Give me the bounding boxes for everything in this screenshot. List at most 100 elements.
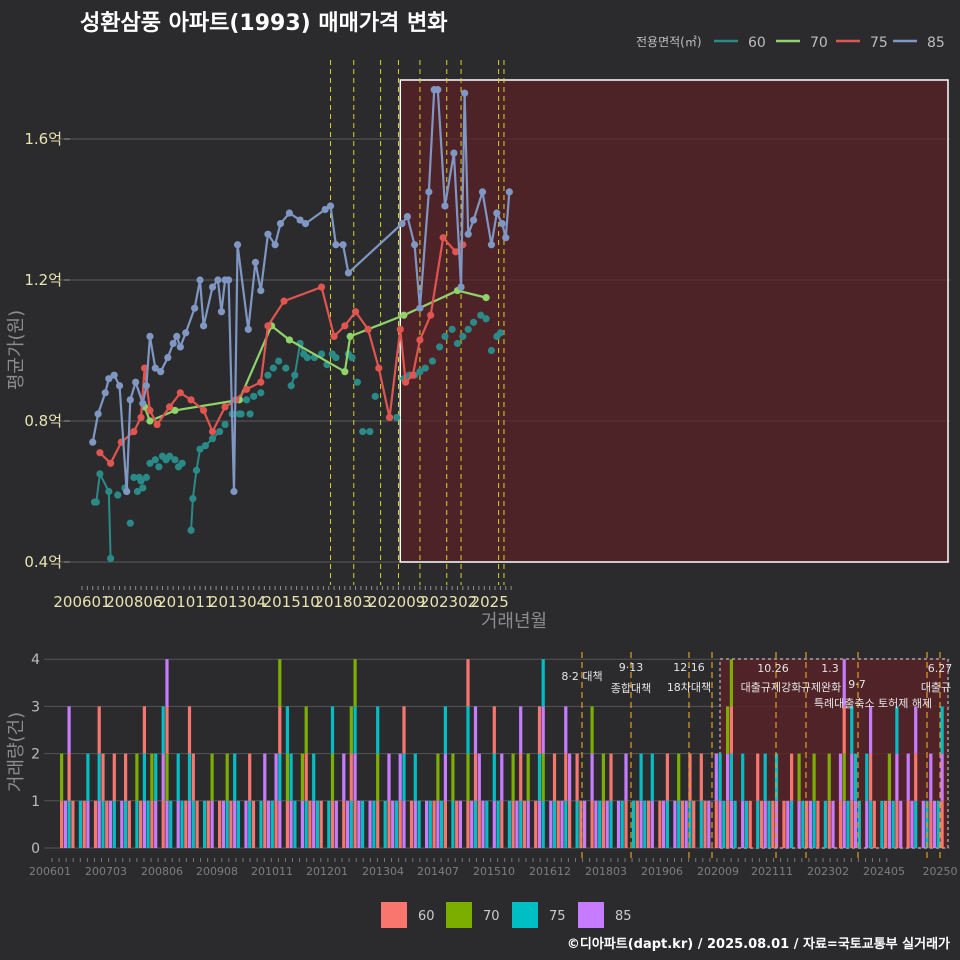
volume-bar bbox=[865, 753, 869, 801]
data-point-85 bbox=[115, 382, 124, 390]
volume-bar bbox=[534, 800, 538, 848]
volume-bar bbox=[308, 800, 312, 848]
volume-bar bbox=[677, 753, 681, 801]
volume-bar bbox=[353, 753, 357, 801]
volume-bar bbox=[285, 706, 289, 754]
volume-bar bbox=[86, 753, 90, 801]
data-point-60 bbox=[269, 364, 277, 372]
volume-bar bbox=[376, 706, 380, 754]
volume-bar bbox=[541, 753, 545, 801]
volume-bar bbox=[477, 800, 481, 848]
volume-bar bbox=[718, 800, 722, 848]
volume-bar bbox=[887, 753, 891, 801]
volume-bar bbox=[940, 800, 944, 848]
volume-bar bbox=[511, 753, 515, 801]
volume-bar bbox=[526, 800, 530, 848]
x-tick-label: 201510 bbox=[263, 593, 320, 611]
volume-bar bbox=[831, 800, 835, 848]
data-point-60 bbox=[178, 459, 186, 467]
volume-bar bbox=[135, 753, 139, 801]
x-tick-label: 201803 bbox=[314, 593, 371, 611]
data-point-60 bbox=[151, 456, 159, 464]
data-point-60 bbox=[242, 396, 251, 404]
volume-bar bbox=[906, 753, 910, 801]
volume-bar bbox=[346, 800, 350, 848]
x-axis-title: 거래년월 bbox=[481, 611, 547, 632]
data-point-60 bbox=[441, 332, 449, 340]
volume-bar bbox=[135, 800, 139, 848]
legend-label-85: 85 bbox=[927, 35, 945, 51]
data-point-85 bbox=[410, 241, 419, 249]
volume-bar bbox=[688, 800, 692, 848]
volume-bar bbox=[402, 800, 406, 848]
volume-bar bbox=[244, 800, 248, 848]
volume-bar bbox=[289, 753, 293, 801]
volume-bar bbox=[120, 800, 124, 848]
data-point-60 bbox=[453, 339, 462, 348]
volume-bar bbox=[67, 800, 71, 848]
volume-bar bbox=[206, 800, 210, 848]
volume-bar bbox=[165, 706, 169, 754]
volume-bar bbox=[82, 800, 86, 848]
volume-bar bbox=[248, 800, 252, 848]
volume-bar bbox=[729, 659, 733, 707]
volume-bar bbox=[549, 800, 553, 848]
volume-bar bbox=[812, 800, 816, 848]
volume-bar bbox=[853, 753, 858, 801]
volume-bar bbox=[722, 800, 726, 848]
volume-y-label: 4 bbox=[31, 652, 40, 668]
volume-bar bbox=[394, 800, 399, 848]
data-point-75 bbox=[351, 308, 360, 316]
volume-bar bbox=[312, 753, 316, 801]
volume-bar bbox=[315, 800, 320, 848]
volume-bar bbox=[101, 800, 105, 848]
volume-bar bbox=[914, 706, 918, 754]
volume-bar bbox=[86, 800, 90, 848]
x-tick-label: 201011 bbox=[157, 593, 214, 611]
series-line-60 bbox=[95, 470, 112, 559]
volume-bar bbox=[63, 800, 67, 848]
volume-bar bbox=[60, 800, 64, 848]
volume-bar bbox=[150, 800, 154, 848]
volume-x-label: 20250 bbox=[923, 865, 958, 878]
volume-bar bbox=[662, 800, 666, 848]
volume-bar bbox=[658, 800, 662, 848]
volume-bar bbox=[929, 800, 933, 848]
policy-annotation: 대출규제강화 bbox=[741, 681, 802, 694]
volume-bar bbox=[865, 800, 869, 848]
data-point-60 bbox=[448, 325, 456, 333]
volume-bar bbox=[914, 753, 918, 801]
data-point-85 bbox=[191, 304, 199, 312]
data-point-75 bbox=[187, 396, 195, 404]
data-point-60 bbox=[192, 466, 201, 474]
volume-bar bbox=[511, 800, 515, 848]
data-point-60 bbox=[366, 427, 374, 436]
volume-y-label: 2 bbox=[31, 747, 40, 763]
volume-bar bbox=[154, 800, 158, 848]
volume-bar bbox=[481, 800, 485, 848]
volume-bar bbox=[161, 753, 165, 801]
volume-bar bbox=[176, 753, 180, 801]
volume-bar bbox=[477, 753, 481, 801]
volume-bar bbox=[402, 706, 406, 754]
volume-y-label: 3 bbox=[31, 699, 40, 715]
volume-bar bbox=[398, 753, 402, 801]
volume-y-label: 0 bbox=[31, 841, 40, 857]
data-point-60 bbox=[105, 487, 113, 496]
volume-bar bbox=[729, 706, 733, 754]
data-point-85 bbox=[217, 308, 226, 316]
data-point-60 bbox=[291, 371, 299, 379]
data-point-70 bbox=[285, 336, 294, 344]
volume-bar bbox=[895, 753, 899, 801]
volume-bar bbox=[771, 800, 775, 848]
volume-bar bbox=[67, 753, 71, 801]
volume-y-axis-title: 거래량(건) bbox=[6, 712, 27, 792]
volume-bar bbox=[579, 800, 583, 848]
volume-bar bbox=[289, 800, 293, 848]
volume-bar bbox=[443, 706, 447, 754]
volume-bar bbox=[165, 659, 169, 707]
volume-bar bbox=[816, 800, 820, 848]
volume-bar bbox=[519, 706, 523, 754]
data-point-60 bbox=[257, 389, 265, 397]
volume-x-label: 200601 bbox=[29, 865, 71, 878]
